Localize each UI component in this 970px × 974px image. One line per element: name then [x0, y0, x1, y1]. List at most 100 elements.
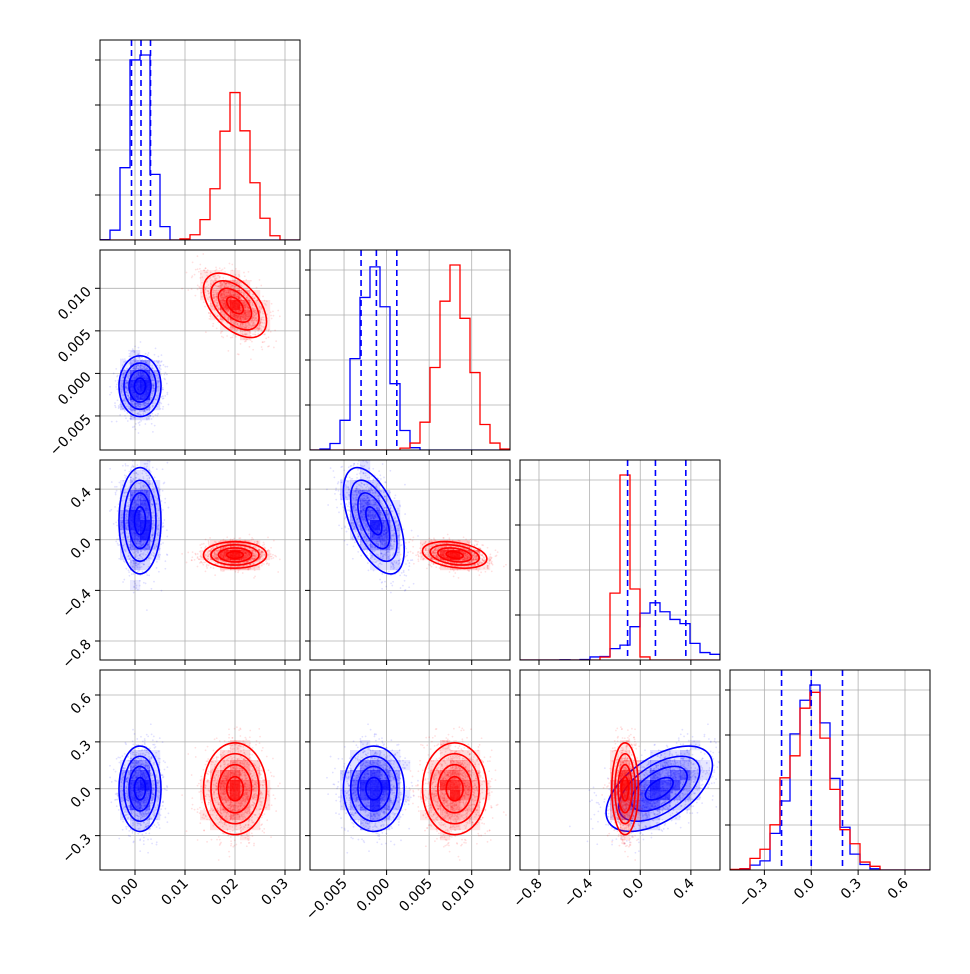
panel-content [100, 440, 300, 660]
scatter-point [229, 263, 231, 265]
scatter-point [127, 420, 129, 422]
scatter-point [128, 570, 130, 572]
scatter-point [197, 255, 199, 257]
scatter-point [140, 420, 142, 422]
scatter-point [230, 337, 232, 339]
scatter-point [235, 336, 237, 338]
y-tick-label: −0.005 [47, 411, 95, 459]
scatter-point [145, 423, 147, 425]
scatter-point [124, 415, 126, 417]
scatter-point [235, 268, 237, 270]
scatter-point [164, 502, 166, 504]
scatter-point [134, 458, 136, 460]
scatter-point [124, 358, 126, 360]
scatter-point [164, 395, 166, 397]
scatter-point [115, 492, 117, 494]
scatter-point [220, 331, 222, 333]
scatter-point [192, 551, 194, 553]
scatter-point [152, 467, 154, 469]
scatter-point [222, 277, 224, 279]
scatter-point [203, 543, 205, 545]
scatter-point [243, 272, 245, 274]
scatter-point [251, 341, 253, 343]
scatter-point [155, 443, 157, 445]
scatter-point [162, 509, 164, 511]
scatter-point [118, 482, 120, 484]
scatter-point [131, 573, 133, 575]
scatter-point [114, 506, 116, 508]
scatter-point [141, 457, 143, 459]
scatter-point [150, 448, 152, 450]
scatter-point [197, 288, 199, 290]
scatter-point [124, 410, 126, 412]
scatter-point [162, 490, 164, 492]
scatter-point [115, 494, 117, 496]
scatter-point [136, 464, 138, 466]
scatter-point [119, 414, 121, 416]
scatter-point [272, 310, 274, 312]
scatter-point [109, 386, 111, 388]
scatter-point [153, 581, 155, 583]
scatter-point [250, 280, 252, 282]
scatter-point [237, 353, 239, 355]
scatter-point [277, 571, 279, 573]
scatter-point [146, 609, 148, 611]
density-cell [200, 270, 210, 280]
scatter-point [133, 573, 135, 575]
scatter-point [205, 539, 207, 541]
scatter-point [268, 336, 270, 338]
scatter-point [129, 575, 131, 577]
scatter-point [134, 345, 136, 347]
scatter-point [271, 558, 273, 560]
scatter-point [164, 366, 166, 368]
scatter-point [224, 267, 226, 269]
scatter-point [111, 481, 113, 483]
scatter-point [232, 336, 234, 338]
scatter-point [260, 285, 262, 287]
scatter-point [244, 275, 246, 277]
scatter-point [152, 431, 154, 433]
scatter-point [162, 389, 164, 391]
scatter-point [116, 486, 118, 488]
scatter-point [122, 465, 124, 467]
scatter-point [116, 538, 118, 540]
scatter-point [194, 274, 196, 276]
scatter-point [115, 368, 117, 370]
scatter-point [142, 456, 144, 458]
scatter-point [118, 405, 120, 407]
scatter-point [154, 476, 156, 478]
scatter-point [161, 500, 163, 502]
scatter-point [148, 575, 150, 577]
scatter-point [164, 372, 166, 374]
scatter-point [263, 542, 265, 544]
scatter-point [125, 465, 127, 467]
scatter-point [138, 432, 140, 434]
scatter-point [166, 383, 168, 385]
scatter-point [154, 354, 156, 356]
scatter-point [254, 576, 256, 578]
scatter-point [161, 354, 163, 356]
scatter-point [148, 352, 150, 354]
panel-1-1 [305, 250, 510, 455]
scatter-point [151, 588, 153, 590]
scatter-point [273, 315, 275, 317]
scatter-point [204, 306, 206, 308]
scatter-point [133, 426, 135, 428]
scatter-point [150, 453, 152, 455]
scatter-point [245, 340, 247, 342]
scatter-point [158, 571, 160, 573]
scatter-point [166, 554, 168, 556]
scatter-point [132, 465, 134, 467]
scatter-point [250, 358, 252, 360]
scatter-point [157, 413, 159, 415]
scatter-point [135, 423, 137, 425]
scatter-point [262, 341, 264, 343]
density-cell [130, 580, 140, 590]
scatter-point [203, 301, 205, 303]
scatter-point [162, 542, 164, 544]
scatter-point [139, 421, 141, 423]
scatter-point [132, 426, 134, 428]
scatter-point [264, 333, 266, 335]
scatter-point [114, 402, 116, 404]
